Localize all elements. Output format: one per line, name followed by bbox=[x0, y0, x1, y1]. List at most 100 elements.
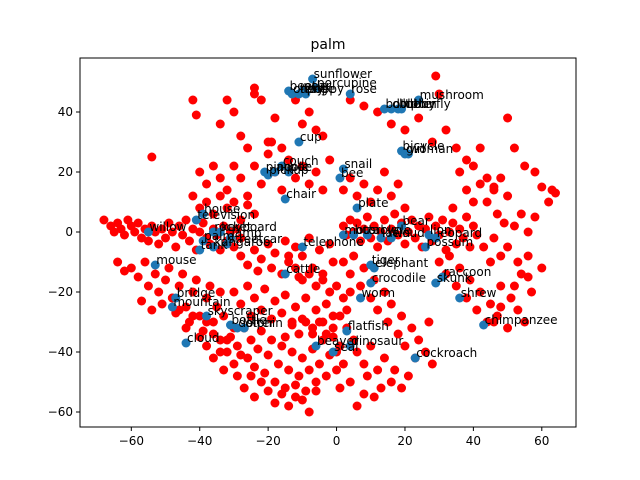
point-s0-176 bbox=[393, 230, 403, 240]
point-s0-339 bbox=[277, 143, 287, 153]
point-s0-107 bbox=[267, 314, 277, 324]
point-s1-9 bbox=[379, 104, 389, 114]
point-s0-329 bbox=[318, 131, 328, 141]
point-label: table bbox=[368, 223, 398, 237]
point-s0-233 bbox=[338, 359, 348, 369]
point-s0-78 bbox=[263, 350, 273, 360]
point-s0-299 bbox=[325, 155, 335, 165]
point-s0-354 bbox=[482, 173, 492, 183]
point-label: pine bbox=[266, 160, 292, 174]
point-s1-47 bbox=[431, 233, 441, 243]
point-s0-42 bbox=[140, 257, 150, 267]
point-s1-37 bbox=[280, 269, 290, 279]
point-s0-219 bbox=[427, 359, 437, 369]
point-label: crocodile bbox=[372, 271, 426, 285]
point-s0-135 bbox=[284, 401, 294, 411]
point-s0-33 bbox=[215, 245, 225, 255]
point-s0-254 bbox=[506, 293, 516, 303]
point-s0-303 bbox=[208, 209, 218, 219]
point-s0-393 bbox=[304, 269, 314, 279]
point-s0-151 bbox=[291, 242, 301, 252]
point-s0-378 bbox=[222, 335, 232, 345]
point-s0-9 bbox=[133, 218, 143, 228]
point-s0-207 bbox=[373, 305, 383, 315]
point-label: cattle bbox=[286, 262, 320, 276]
point-s0-147 bbox=[270, 248, 280, 258]
point-s0-123 bbox=[219, 365, 229, 375]
point-label: woman bbox=[409, 142, 453, 156]
point-s0-56 bbox=[205, 281, 215, 291]
point-s0-133 bbox=[270, 398, 280, 408]
point-s0-308 bbox=[243, 200, 253, 210]
point-s0-384 bbox=[308, 329, 318, 339]
point-s1-65 bbox=[345, 341, 355, 351]
point-s0-258 bbox=[527, 287, 537, 297]
point-s0-138 bbox=[304, 407, 314, 417]
point-s0-265 bbox=[503, 242, 513, 252]
point-label: mouse bbox=[156, 253, 196, 267]
point-s0-302 bbox=[202, 197, 212, 207]
y-tick-label: −60 bbox=[48, 405, 73, 419]
point-s0-40 bbox=[126, 263, 136, 273]
point-s0-74 bbox=[249, 362, 259, 372]
point-s0-49 bbox=[174, 281, 184, 291]
point-s0-213 bbox=[400, 341, 410, 351]
point-s0-44 bbox=[150, 269, 160, 279]
point-s1-28 bbox=[208, 227, 218, 237]
point-s1-16 bbox=[403, 149, 413, 159]
point-s0-247 bbox=[472, 305, 482, 315]
point-label: rose bbox=[351, 82, 377, 96]
point-s0-228 bbox=[379, 353, 389, 363]
point-s0-192 bbox=[448, 218, 458, 228]
y-tick-label: 0 bbox=[65, 225, 73, 239]
point-s0-204 bbox=[359, 263, 369, 273]
point-s0-121 bbox=[208, 353, 218, 363]
point-s0-289 bbox=[256, 179, 266, 189]
point-label: lobby bbox=[403, 97, 436, 111]
point-s0-85 bbox=[287, 347, 297, 357]
point-s0-21 bbox=[174, 221, 184, 231]
point-label: porcupine bbox=[317, 76, 377, 90]
point-label: tiger bbox=[372, 253, 400, 267]
point-s0-112 bbox=[291, 302, 301, 312]
point-s1-42 bbox=[376, 233, 386, 243]
point-label: house bbox=[204, 202, 240, 216]
point-label: dolphin bbox=[392, 97, 436, 111]
point-s0-47 bbox=[164, 263, 174, 273]
point-s1-38 bbox=[297, 242, 307, 252]
point-s0-144 bbox=[256, 254, 266, 264]
point-s0-394 bbox=[311, 281, 321, 291]
point-s0-27 bbox=[195, 227, 205, 237]
point-s1-3 bbox=[287, 89, 297, 99]
point-s0-263 bbox=[496, 251, 506, 261]
point-s0-23 bbox=[181, 215, 191, 225]
point-s1-62 bbox=[181, 338, 191, 348]
point-s0-187 bbox=[431, 221, 441, 231]
point-s0-106 bbox=[260, 284, 270, 294]
point-s0-154 bbox=[304, 233, 314, 243]
point-s0-108 bbox=[270, 296, 280, 306]
point-s0-252 bbox=[496, 281, 506, 291]
point-s0-310 bbox=[338, 185, 348, 195]
point-s0-202 bbox=[349, 251, 359, 261]
point-s0-101 bbox=[236, 299, 246, 309]
point-s0-338 bbox=[243, 143, 253, 153]
point-s0-84 bbox=[284, 365, 294, 375]
point-s1-43 bbox=[386, 233, 396, 243]
point-s0-366 bbox=[516, 269, 526, 279]
point-s0-314 bbox=[366, 197, 376, 207]
point-s0-164 bbox=[352, 218, 362, 228]
point-s0-285 bbox=[229, 161, 239, 171]
point-label: lion bbox=[430, 223, 452, 237]
point-label: raccoon bbox=[444, 265, 492, 279]
point-s0-62 bbox=[137, 296, 147, 306]
point-s0-172 bbox=[379, 215, 389, 225]
point-s0-142 bbox=[249, 245, 259, 255]
point-s0-170 bbox=[373, 242, 383, 252]
point-s0-205 bbox=[366, 293, 376, 303]
point-s0-336 bbox=[147, 152, 157, 162]
point-s0-355 bbox=[489, 182, 499, 192]
point-s0-156 bbox=[314, 245, 324, 255]
point-label: mushroom bbox=[420, 88, 484, 102]
point-label: bear bbox=[403, 214, 430, 228]
